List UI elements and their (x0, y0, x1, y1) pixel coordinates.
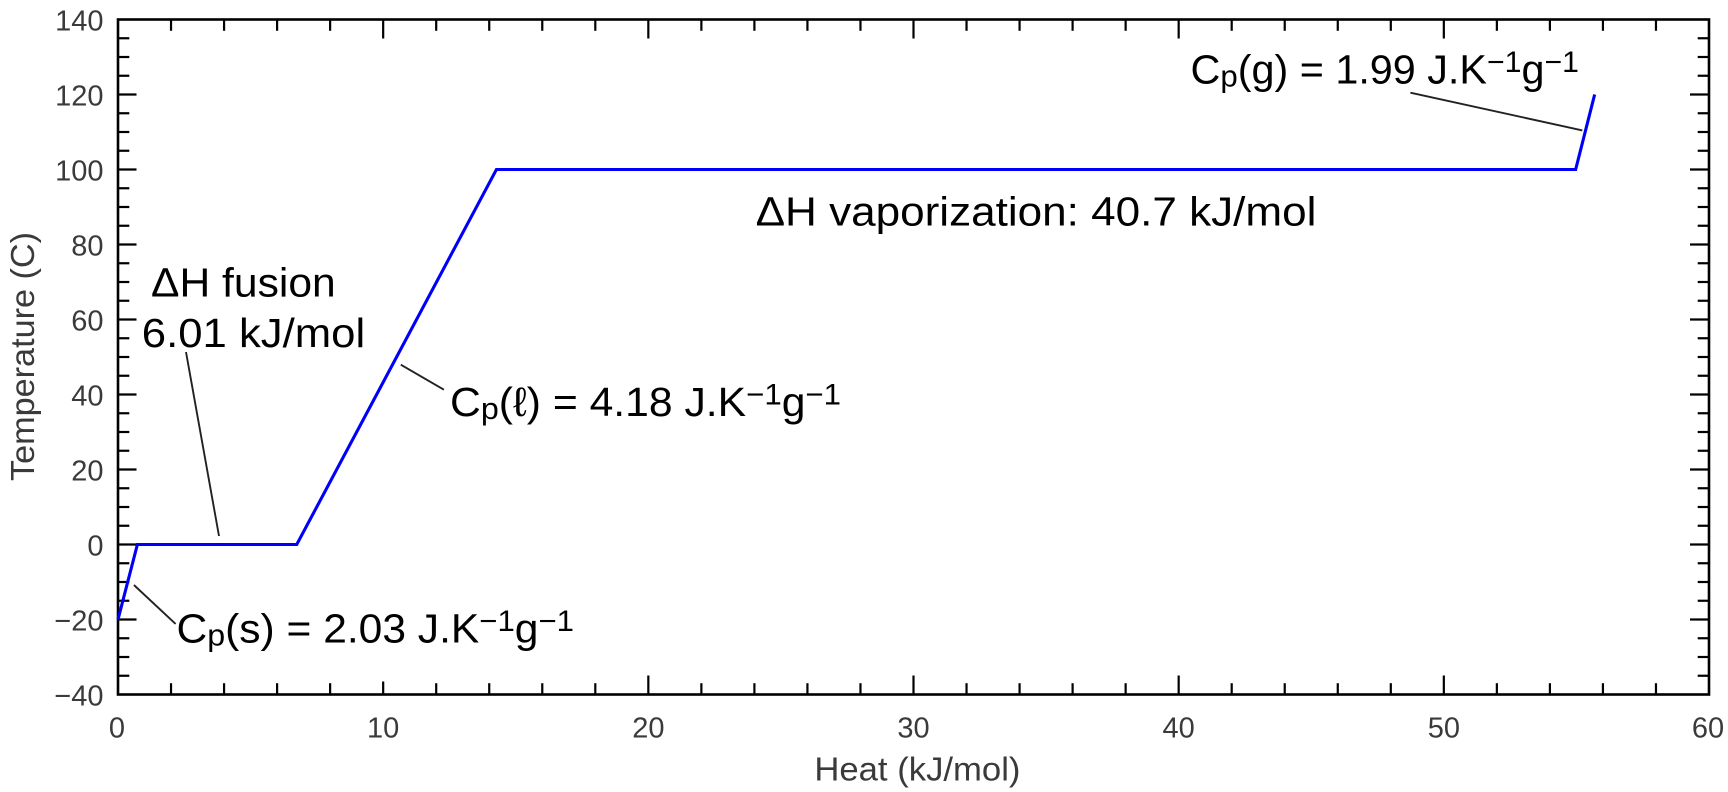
svg-text:50: 50 (1428, 712, 1460, 744)
svg-text:30: 30 (897, 712, 929, 744)
svg-text:40: 40 (1163, 712, 1195, 744)
svg-text:10: 10 (367, 712, 399, 744)
svg-text:ΔH fusion: ΔH fusion (151, 259, 336, 305)
svg-text:60: 60 (1692, 712, 1724, 744)
svg-text:140: 140 (55, 5, 103, 37)
svg-text:100: 100 (55, 155, 103, 187)
svg-text:60: 60 (71, 305, 103, 337)
svg-text:6.01 kJ/mol: 6.01 kJ/mol (142, 310, 365, 355)
svg-text:20: 20 (71, 455, 103, 487)
svg-text:−40: −40 (54, 680, 103, 712)
svg-text:−20: −20 (54, 605, 103, 637)
svg-text:80: 80 (71, 230, 103, 262)
svg-text:0: 0 (87, 530, 103, 562)
svg-text:0: 0 (109, 712, 125, 744)
svg-text:Cp(ℓ) = 4.18 J.K−1g−1: Cp(ℓ) = 4.18 J.K−1g−1 (450, 378, 841, 426)
svg-text:20: 20 (632, 712, 664, 744)
svg-text:ΔH vaporization: 40.7 kJ/mol: ΔH vaporization: 40.7 kJ/mol (756, 189, 1317, 235)
svg-text:Temperature (C): Temperature (C) (6, 232, 42, 481)
svg-text:120: 120 (55, 80, 103, 112)
svg-text:Heat (kJ/mol): Heat (kJ/mol) (814, 751, 1020, 788)
svg-text:Cp(g) = 1.99 J.K−1g−1: Cp(g) = 1.99 J.K−1g−1 (1191, 46, 1579, 93)
svg-text:40: 40 (71, 380, 103, 412)
svg-text:Cp(s) = 2.03 J.K−1g−1: Cp(s) = 2.03 J.K−1g−1 (177, 605, 574, 653)
